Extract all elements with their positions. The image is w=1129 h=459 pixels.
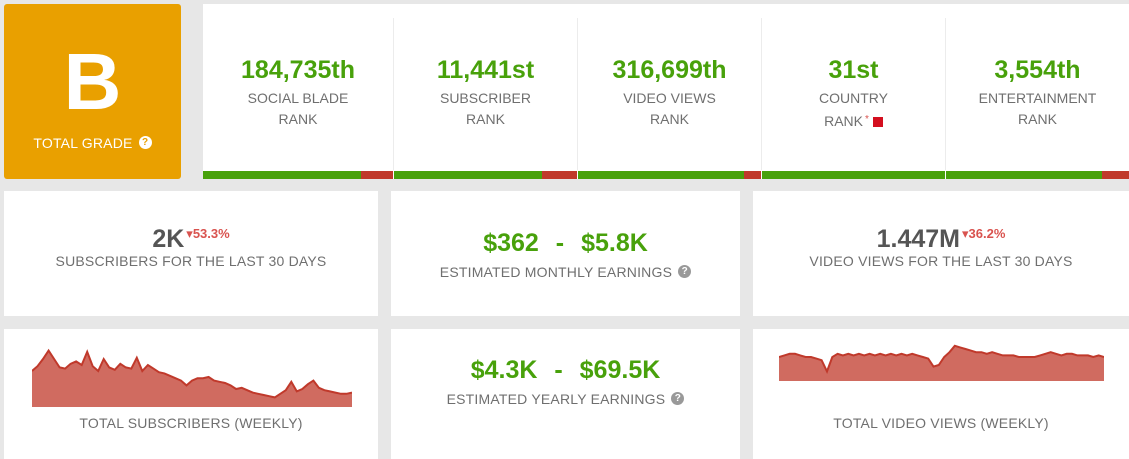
range-separator: - <box>555 229 565 257</box>
rank-bar <box>394 171 577 179</box>
subscriber-rank: 11,441st SUBSCRIBER RANK <box>394 4 577 179</box>
value-row: 1.447M ▾36.2% <box>753 225 1129 254</box>
rank-strip: 184,735th SOCIAL BLADE RANK 11,441st SUB… <box>203 4 1129 179</box>
help-icon[interactable]: ? <box>138 136 152 149</box>
total-grade-card: B TOTAL GRADE ? <box>4 4 181 179</box>
rank-label-line1: SOCIAL BLADE <box>247 90 349 106</box>
rank-value: 316,699th <box>612 56 727 84</box>
rank-bar-fill <box>203 171 361 179</box>
video-views-weekly-chart <box>779 344 1104 381</box>
range-separator: - <box>554 356 563 384</box>
video-views-weekly-area <box>779 345 1104 381</box>
subscribers-weekly-line <box>32 348 352 399</box>
social-blade-rank: 184,735th SOCIAL BLADE RANK <box>203 4 393 179</box>
divider <box>393 18 394 170</box>
subscribers-weekly-card: TOTAL SUBSCRIBERS (WEEKLY) <box>4 329 378 459</box>
rank-label-line1: COUNTRY <box>819 90 888 106</box>
monthly-earnings-label: ESTIMATED MONTHLY EARNINGS <box>439 264 673 280</box>
rank-label-line2: RANK <box>824 113 863 129</box>
video-views-rank: 316,699th VIDEO VIEWS RANK <box>578 4 761 179</box>
rank-label: SOCIAL BLADE RANK <box>203 88 393 130</box>
rank-bar-remainder <box>744 171 761 179</box>
yearly-earnings-range: $4.3K - $69.5K <box>391 356 740 385</box>
rank-label: COUNTRY RANK * <box>762 88 945 132</box>
divider <box>761 18 762 170</box>
rank-label-line2: RANK <box>278 111 318 127</box>
monthly-earnings-card: $362 - $5.8K ESTIMATED MONTHLY EARNINGS … <box>391 191 740 316</box>
change-row: ▾53.3% <box>186 226 229 241</box>
down-triangle-icon: ▾ <box>186 226 193 241</box>
rank-label: SUBSCRIBER RANK <box>394 88 577 130</box>
subscribers-30-days-value: 2K <box>152 225 185 253</box>
help-icon[interactable]: ? <box>678 265 692 278</box>
subscribers-30-days-label: SUBSCRIBERS FOR THE LAST 30 DAYS <box>55 253 327 269</box>
rank-label: ENTERTAINMENT RANK <box>946 88 1129 130</box>
yearly-earnings-card: $4.3K - $69.5K ESTIMATED YEARLY EARNINGS… <box>391 329 740 459</box>
rank-label-line2: RANK <box>650 111 689 127</box>
rank-bar <box>203 171 393 179</box>
monthly-earnings-high: $5.8K <box>581 229 648 257</box>
rank-bar-fill <box>762 171 945 179</box>
subscribers-weekly-chart <box>32 348 352 407</box>
asterisk-mark: * <box>865 114 869 125</box>
yearly-earnings-high: $69.5K <box>579 356 661 384</box>
video-views-30-days-value: 1.447M <box>876 225 960 253</box>
video-views-weekly-card: TOTAL VIDEO VIEWS (WEEKLY) <box>753 329 1129 459</box>
rank-label-line1: VIDEO VIEWS <box>623 90 716 106</box>
rank-bar-remainder <box>361 171 393 179</box>
divider <box>945 18 946 170</box>
entertainment-rank: 3,554th ENTERTAINMENT RANK <box>946 4 1129 179</box>
rank-value: 31st <box>828 56 879 84</box>
country-flag-icon <box>872 117 883 127</box>
rank-label-line2: RANK <box>1018 111 1057 127</box>
country-rank: 31st COUNTRY RANK * <box>762 4 945 179</box>
rank-value: 3,554th <box>994 56 1081 84</box>
yearly-earnings-label-row: ESTIMATED YEARLY EARNINGS ? <box>391 391 740 407</box>
rank-bar <box>578 171 761 179</box>
down-triangle-icon: ▾ <box>961 226 969 241</box>
value-row: 2K ▾53.3% <box>4 225 378 254</box>
monthly-earnings-label-row: ESTIMATED MONTHLY EARNINGS ? <box>391 264 740 280</box>
video-views-change: 36.2% <box>968 226 1006 241</box>
video-views-30-days-label: VIDEO VIEWS FOR THE LAST 30 DAYS <box>809 253 1073 269</box>
grade-letter: B <box>63 37 122 126</box>
rank-label-line2-row: RANK * <box>762 109 945 132</box>
rank-bar <box>946 171 1129 179</box>
subscribers-weekly-label: TOTAL SUBSCRIBERS (WEEKLY) <box>79 415 303 431</box>
change-row: ▾36.2% <box>962 226 1005 241</box>
divider <box>577 18 578 170</box>
rank-bar-fill <box>394 171 542 179</box>
rank-bar-fill <box>578 171 744 179</box>
monthly-earnings-range: $362 - $5.8K <box>391 229 740 258</box>
rank-value: 184,735th <box>241 56 355 84</box>
rank-bar-remainder <box>542 171 577 179</box>
subscribers-change: 53.3% <box>192 226 230 241</box>
monthly-earnings-low: $362 <box>483 229 539 257</box>
rank-label-line1: SUBSCRIBER <box>439 90 532 106</box>
video-views-30-days-card: 1.447M ▾36.2% VIDEO VIEWS FOR THE LAST 30… <box>753 191 1129 316</box>
rank-bar-fill <box>946 171 1102 179</box>
yearly-earnings-label: ESTIMATED YEARLY EARNINGS <box>446 391 666 407</box>
rank-bar <box>762 171 945 179</box>
grade-label-row: TOTAL GRADE ? <box>4 135 181 151</box>
rank-label: VIDEO VIEWS RANK <box>578 88 761 130</box>
yearly-earnings-low: $4.3K <box>470 356 538 384</box>
rank-value: 11,441st <box>436 56 535 84</box>
help-icon[interactable]: ? <box>671 392 685 405</box>
video-views-weekly-label: TOTAL VIDEO VIEWS (WEEKLY) <box>833 415 1049 431</box>
subscribers-30-days-card: 2K ▾53.3% SUBSCRIBERS FOR THE LAST 30 DAY… <box>4 191 378 316</box>
video-views-weekly-line <box>779 344 1104 374</box>
total-grade-label: TOTAL GRADE <box>33 135 133 151</box>
rank-bar-remainder <box>1102 171 1129 179</box>
subscribers-weekly-area <box>32 350 352 407</box>
rank-label-line1: ENTERTAINMENT <box>978 90 1097 106</box>
rank-label-line2: RANK <box>466 111 505 127</box>
